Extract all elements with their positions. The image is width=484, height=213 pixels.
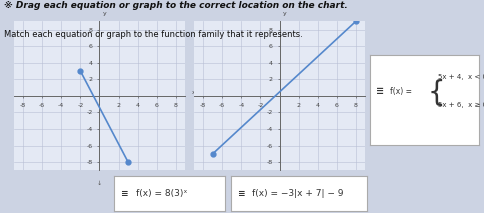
Text: II: II [173, 181, 177, 186]
Text: f(x) =: f(x) = [390, 87, 412, 96]
Text: ≡: ≡ [376, 86, 384, 96]
Text: ↓: ↓ [277, 181, 282, 186]
Text: 5x + 4,  x < 0: 5x + 4, x < 0 [438, 74, 484, 80]
Text: x: x [372, 90, 376, 95]
Text: {: { [428, 79, 446, 107]
Text: ≡: ≡ [121, 189, 128, 198]
Text: x: x [192, 90, 196, 95]
Text: y: y [282, 10, 286, 16]
Text: ≡: ≡ [237, 189, 244, 198]
Text: ↓: ↓ [97, 181, 102, 186]
Text: 5x + 6,  x ≥ 0: 5x + 6, x ≥ 0 [438, 102, 484, 108]
Text: f(x) = −3|x + 7| − 9: f(x) = −3|x + 7| − 9 [252, 189, 343, 198]
Text: f(x) = 8(3)ˣ: f(x) = 8(3)ˣ [136, 189, 187, 198]
Text: ※ Drag each equation or graph to the correct location on the chart.: ※ Drag each equation or graph to the cor… [4, 1, 348, 10]
Text: y: y [102, 10, 106, 16]
Text: Match each equation or graph to the function family that it represents.: Match each equation or graph to the func… [4, 30, 302, 39]
